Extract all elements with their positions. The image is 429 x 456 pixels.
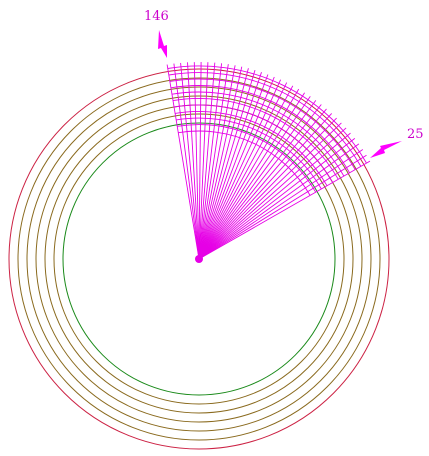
fan-ray	[198, 122, 342, 260]
fan-ray	[198, 66, 243, 260]
fan-ray	[198, 132, 351, 260]
fan-ray	[198, 65, 236, 260]
fan-arc	[177, 124, 317, 193]
middle-ring	[35, 95, 363, 423]
fan-ray	[198, 82, 288, 260]
fan-ray	[198, 154, 367, 260]
fan-ray	[198, 63, 223, 260]
fan-ray	[198, 74, 269, 260]
fan-ray	[198, 113, 333, 260]
label-25: 25	[407, 127, 424, 142]
fan-ray	[198, 127, 347, 260]
fan-ray	[193, 62, 200, 260]
label-146: 146	[144, 9, 169, 24]
fan-arc	[168, 72, 362, 167]
fan-arc	[170, 85, 350, 174]
fan-ray	[198, 72, 262, 260]
fan-ray	[198, 92, 305, 260]
arrow-right-icon	[370, 141, 402, 158]
fan-ray	[198, 85, 294, 260]
fan-ray	[198, 79, 282, 260]
fan-ray	[198, 143, 360, 260]
fan-ray	[198, 104, 322, 260]
fan-ray	[198, 149, 364, 260]
fan-ray	[198, 61, 202, 260]
fan-arc	[167, 65, 367, 164]
fan-arc	[171, 91, 345, 177]
fan-ray	[166, 64, 200, 260]
fan-ray	[198, 96, 311, 260]
arrows-group	[158, 30, 402, 158]
fan-group	[166, 61, 371, 263]
middle-ring	[17, 77, 381, 441]
fan-ray	[198, 64, 229, 260]
fan-ray	[180, 62, 200, 260]
fan-arc	[176, 117, 322, 190]
outer-ring	[8, 68, 390, 450]
inner-ring	[62, 122, 336, 396]
middle-ring	[53, 113, 345, 405]
fan-ray	[198, 117, 337, 260]
middle-ring	[26, 86, 372, 432]
fan-arc	[174, 104, 334, 183]
fan-arc	[169, 78, 356, 170]
fan-hub	[195, 255, 203, 263]
fan-ray	[198, 68, 249, 260]
fan-ray	[198, 62, 209, 260]
fan-ray	[173, 63, 200, 260]
fan-ray	[198, 88, 300, 260]
fan-ray	[198, 76, 275, 260]
fan-ray	[198, 108, 327, 260]
fan-arc	[175, 111, 328, 186]
fan-arc	[172, 98, 339, 180]
fan-ray	[198, 100, 317, 260]
fan-ray	[198, 160, 371, 260]
fan-ray	[198, 62, 216, 260]
arrow-left-icon	[158, 30, 167, 58]
fan-ray	[198, 138, 356, 260]
fan-ray	[187, 62, 200, 260]
fan-arc	[178, 130, 311, 196]
fan-ray	[198, 69, 256, 260]
